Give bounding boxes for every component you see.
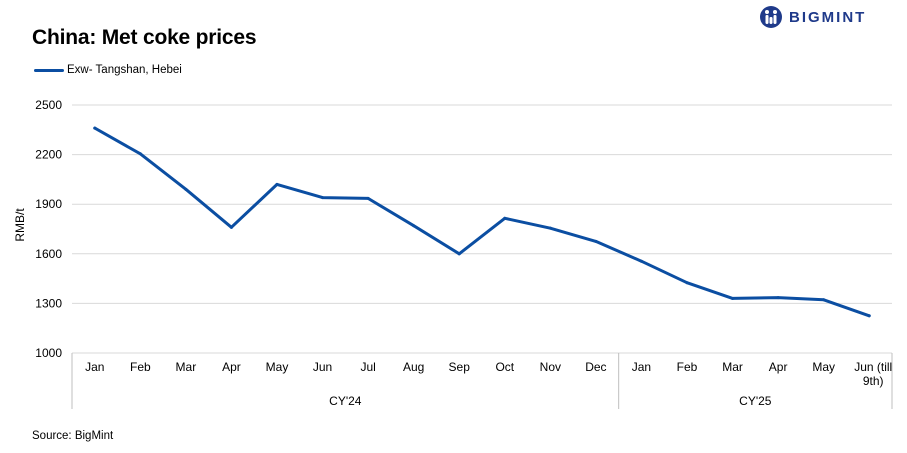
x-tick-label: Dec	[585, 360, 606, 374]
y-tick-label: 1000	[35, 346, 62, 360]
series-line	[93, 126, 871, 318]
data-point	[639, 259, 643, 263]
source-note: Source: BigMint	[32, 430, 114, 442]
x-tick-label: Nov	[540, 360, 561, 374]
x-tick-label: Oct	[495, 360, 514, 374]
x-tick-label: Feb	[677, 360, 698, 374]
data-point	[275, 182, 279, 186]
brand-logo: BIGMINT	[759, 5, 866, 29]
data-point	[867, 314, 871, 318]
data-point	[685, 281, 689, 285]
data-point	[548, 226, 552, 230]
chart-title: China: Met coke prices	[32, 26, 257, 49]
data-point	[822, 298, 826, 302]
x-tick-label: May	[266, 360, 289, 374]
x-tick-label: Mar	[722, 360, 743, 374]
x-tick-label: May	[812, 360, 835, 374]
y-axis-label: RMB/t	[13, 208, 27, 242]
x-tick-label: Jan	[632, 360, 651, 374]
legend-swatch	[34, 68, 64, 72]
data-point	[321, 196, 325, 200]
x-tick-label: Sep	[449, 360, 471, 374]
data-point	[184, 187, 188, 191]
data-point	[594, 239, 598, 243]
legend-label: Exw- Tangshan, Hebei	[67, 64, 182, 76]
data-point	[93, 126, 97, 130]
x-tick-label: Mar	[176, 360, 197, 374]
bigmint-logo-icon	[760, 6, 782, 28]
x-tick-label: Jul	[360, 360, 375, 374]
y-tick-label: 2500	[35, 98, 62, 112]
data-point	[366, 196, 370, 200]
x-tick-label: Feb	[130, 360, 151, 374]
x-tick-label: Jun (till 9th)	[854, 360, 892, 388]
data-point	[229, 225, 233, 229]
x-tick-label: Jan	[85, 360, 104, 374]
data-point	[138, 152, 142, 156]
chart-legend: Exw- Tangshan, Hebei	[34, 64, 182, 76]
data-point	[776, 296, 780, 300]
y-tick-label: 1600	[35, 247, 62, 261]
y-tick-label: 1900	[35, 197, 62, 211]
group-label: CY'24	[329, 394, 362, 408]
data-point	[457, 252, 461, 256]
x-tick-label: Aug	[403, 360, 424, 374]
data-point	[503, 216, 507, 220]
x-tick-label: Jun	[313, 360, 332, 374]
x-tick-label: Apr	[769, 360, 788, 374]
data-point	[731, 296, 735, 300]
y-tick-label: 2200	[35, 148, 62, 162]
y-tick-label: 1300	[35, 296, 62, 310]
data-point	[412, 224, 416, 228]
brand-name: BIGMINT	[789, 8, 867, 26]
x-tick-label: Apr	[222, 360, 241, 374]
group-label: CY'25	[739, 394, 772, 408]
